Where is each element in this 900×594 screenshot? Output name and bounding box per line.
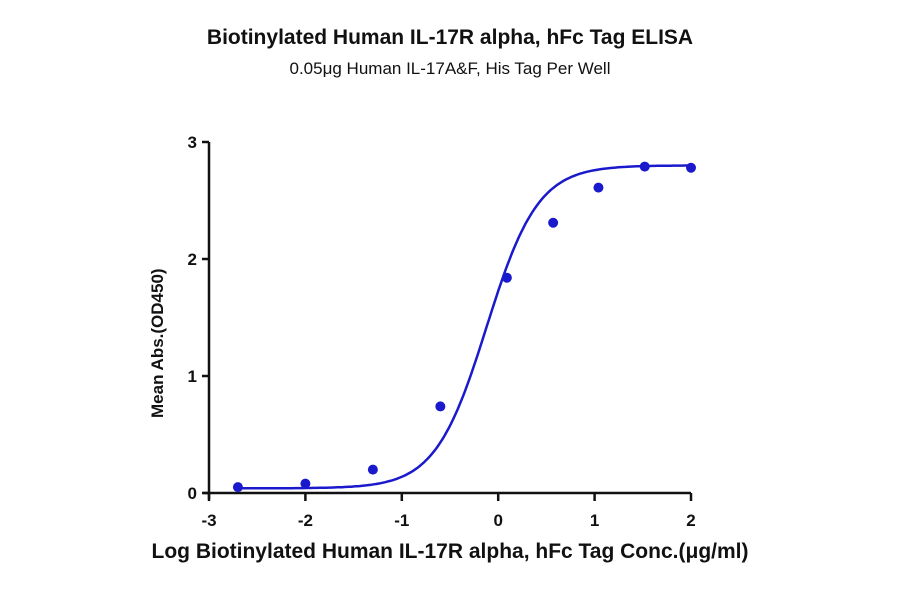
x-tick-label: 2 (686, 511, 695, 530)
x-tick-label: -2 (298, 511, 313, 530)
data-point (435, 401, 446, 412)
fit-curve (237, 164, 691, 490)
y-tick-label: 0 (188, 484, 197, 503)
x-tick-label: 1 (590, 511, 599, 530)
data-point (686, 162, 696, 173)
x-axis-label: Log Biotinylated Human IL-17R alpha, hFc… (151, 540, 749, 563)
x-tick-label: 0 (493, 511, 502, 530)
x-tick-label: -3 (201, 511, 216, 530)
y-tick-label: 3 (188, 133, 197, 152)
chart-title: Biotinylated Human IL-17R alpha, hFc Tag… (206, 26, 694, 49)
data-point (639, 161, 650, 172)
y-tick-label: 2 (188, 250, 197, 269)
data-point (548, 217, 559, 228)
x-tick-label: -1 (394, 511, 409, 530)
chart-subtitle: 0.05μg Human IL-17A&F, His Tag Per Well (289, 59, 611, 78)
data-point (367, 464, 378, 475)
axes: 0 1 2 3 -3 -2 -1 0 1 2 (188, 133, 696, 530)
data-point (593, 182, 604, 193)
data-point (300, 478, 311, 489)
data-points (232, 161, 696, 493)
data-point (232, 482, 243, 493)
data-point (501, 272, 512, 283)
y-tick-label: 1 (188, 367, 197, 386)
